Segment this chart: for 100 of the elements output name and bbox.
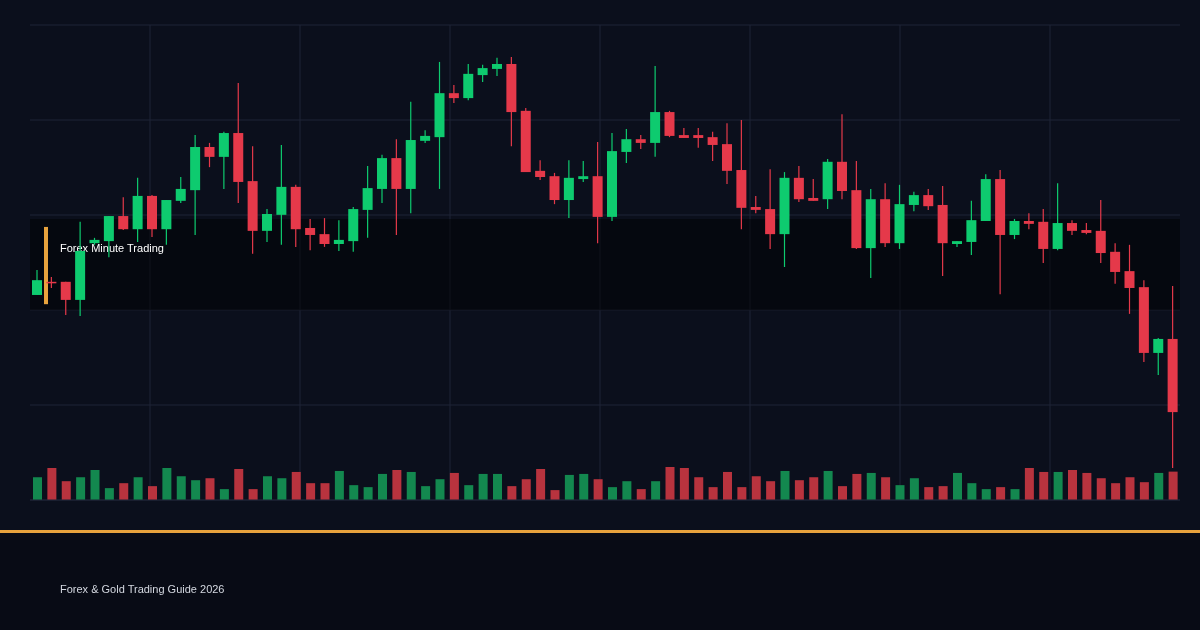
candlestick xyxy=(319,217,330,248)
bar xyxy=(1068,469,1077,500)
bar xyxy=(104,488,114,500)
candlestick xyxy=(204,142,215,168)
bar xyxy=(277,478,287,500)
candlestick xyxy=(923,188,934,211)
candlestick xyxy=(664,110,675,138)
bar xyxy=(349,485,359,500)
bar xyxy=(823,470,833,500)
bar xyxy=(852,473,862,500)
bar xyxy=(306,483,316,500)
candlestick xyxy=(1153,337,1164,376)
bar xyxy=(90,469,100,500)
bar xyxy=(665,467,675,500)
candlestick xyxy=(32,269,42,296)
bar xyxy=(1096,478,1106,500)
bar xyxy=(536,468,546,500)
bar xyxy=(967,483,977,500)
bar xyxy=(608,487,617,500)
bar xyxy=(521,479,531,500)
bar xyxy=(263,476,272,500)
bar xyxy=(1024,467,1034,500)
candlestick xyxy=(1110,242,1121,285)
candlestick xyxy=(621,128,632,164)
candlestick xyxy=(793,165,804,203)
bar xyxy=(176,476,186,500)
bar xyxy=(119,483,129,500)
bar xyxy=(996,487,1006,500)
bar xyxy=(162,467,172,500)
candlestick xyxy=(966,200,977,256)
bar xyxy=(981,489,991,500)
bar xyxy=(909,478,919,500)
bar xyxy=(679,467,689,500)
bar xyxy=(593,479,603,500)
candlestick xyxy=(175,176,186,204)
bar xyxy=(622,481,632,500)
bar xyxy=(1154,472,1164,500)
bar xyxy=(550,490,560,500)
bar xyxy=(133,477,143,500)
bar xyxy=(1053,471,1063,500)
bar xyxy=(924,487,934,500)
bar xyxy=(493,473,502,500)
candlestick xyxy=(707,131,718,162)
bar xyxy=(723,471,732,500)
bar xyxy=(291,471,301,500)
candlestick xyxy=(492,57,502,77)
candlestick xyxy=(1124,244,1135,315)
candlestick xyxy=(218,131,229,190)
bar xyxy=(234,468,244,500)
bar xyxy=(219,489,229,500)
bar xyxy=(421,486,431,500)
bar xyxy=(1082,472,1092,500)
bar xyxy=(794,480,804,500)
bar xyxy=(636,489,646,500)
candlestick xyxy=(333,219,344,252)
bar xyxy=(1139,482,1149,500)
bar xyxy=(507,486,517,500)
bar xyxy=(47,467,57,500)
bar xyxy=(33,477,42,500)
bar xyxy=(694,477,704,500)
candlestick xyxy=(808,178,819,202)
candlestick xyxy=(262,208,272,243)
bar xyxy=(579,473,589,500)
bar xyxy=(564,474,574,500)
bar xyxy=(895,485,905,500)
bar xyxy=(191,480,201,500)
candlestick xyxy=(1095,199,1106,264)
bar xyxy=(435,479,445,500)
bar xyxy=(248,489,258,500)
candlestick xyxy=(362,165,373,239)
bar xyxy=(76,477,86,500)
candlestick xyxy=(1023,212,1034,230)
candlestick xyxy=(118,196,129,231)
candlestick xyxy=(1009,218,1020,240)
bar xyxy=(205,478,215,500)
bar xyxy=(148,486,157,500)
bar xyxy=(392,469,402,500)
bar xyxy=(449,472,459,500)
bar xyxy=(1111,483,1121,500)
bar xyxy=(708,487,718,500)
candlestick xyxy=(305,218,316,251)
bar xyxy=(751,476,761,500)
bar xyxy=(378,473,387,500)
candlestick xyxy=(448,84,459,104)
bar xyxy=(809,477,819,500)
bar xyxy=(61,481,71,500)
bar xyxy=(1010,489,1020,500)
candlestick xyxy=(578,160,589,183)
bar xyxy=(1039,471,1049,500)
bar xyxy=(953,472,962,500)
candlestick xyxy=(535,159,546,181)
bar xyxy=(464,485,474,500)
bar xyxy=(363,487,373,500)
candlestick xyxy=(693,127,704,149)
candlestick xyxy=(60,281,71,316)
bar xyxy=(866,472,876,500)
bar xyxy=(651,481,661,500)
candlestick xyxy=(420,129,431,144)
candlestick xyxy=(549,172,560,205)
bar xyxy=(1168,471,1178,500)
